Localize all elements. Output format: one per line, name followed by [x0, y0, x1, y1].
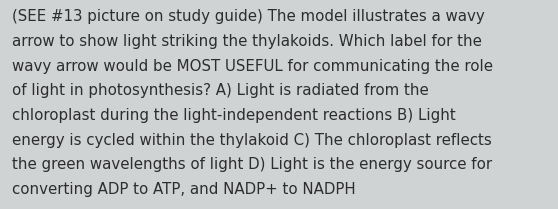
Text: (SEE #13 picture on study guide) The model illustrates a wavy: (SEE #13 picture on study guide) The mod… [12, 9, 485, 24]
Text: arrow to show light striking the thylakoids. Which label for the: arrow to show light striking the thylako… [12, 34, 482, 49]
Text: energy is cycled within the thylakoid C) The chloroplast reflects: energy is cycled within the thylakoid C)… [12, 133, 492, 148]
Text: wavy arrow would be MOST USEFUL for communicating the role: wavy arrow would be MOST USEFUL for comm… [12, 59, 493, 74]
Text: converting ADP to ATP, and NADP+ to NADPH: converting ADP to ATP, and NADP+ to NADP… [12, 182, 356, 197]
Text: the green wavelengths of light D) Light is the energy source for: the green wavelengths of light D) Light … [12, 157, 492, 172]
Text: of light in photosynthesis? A) Light is radiated from the: of light in photosynthesis? A) Light is … [12, 83, 429, 98]
Text: chloroplast during the light-independent reactions B) Light: chloroplast during the light-independent… [12, 108, 456, 123]
